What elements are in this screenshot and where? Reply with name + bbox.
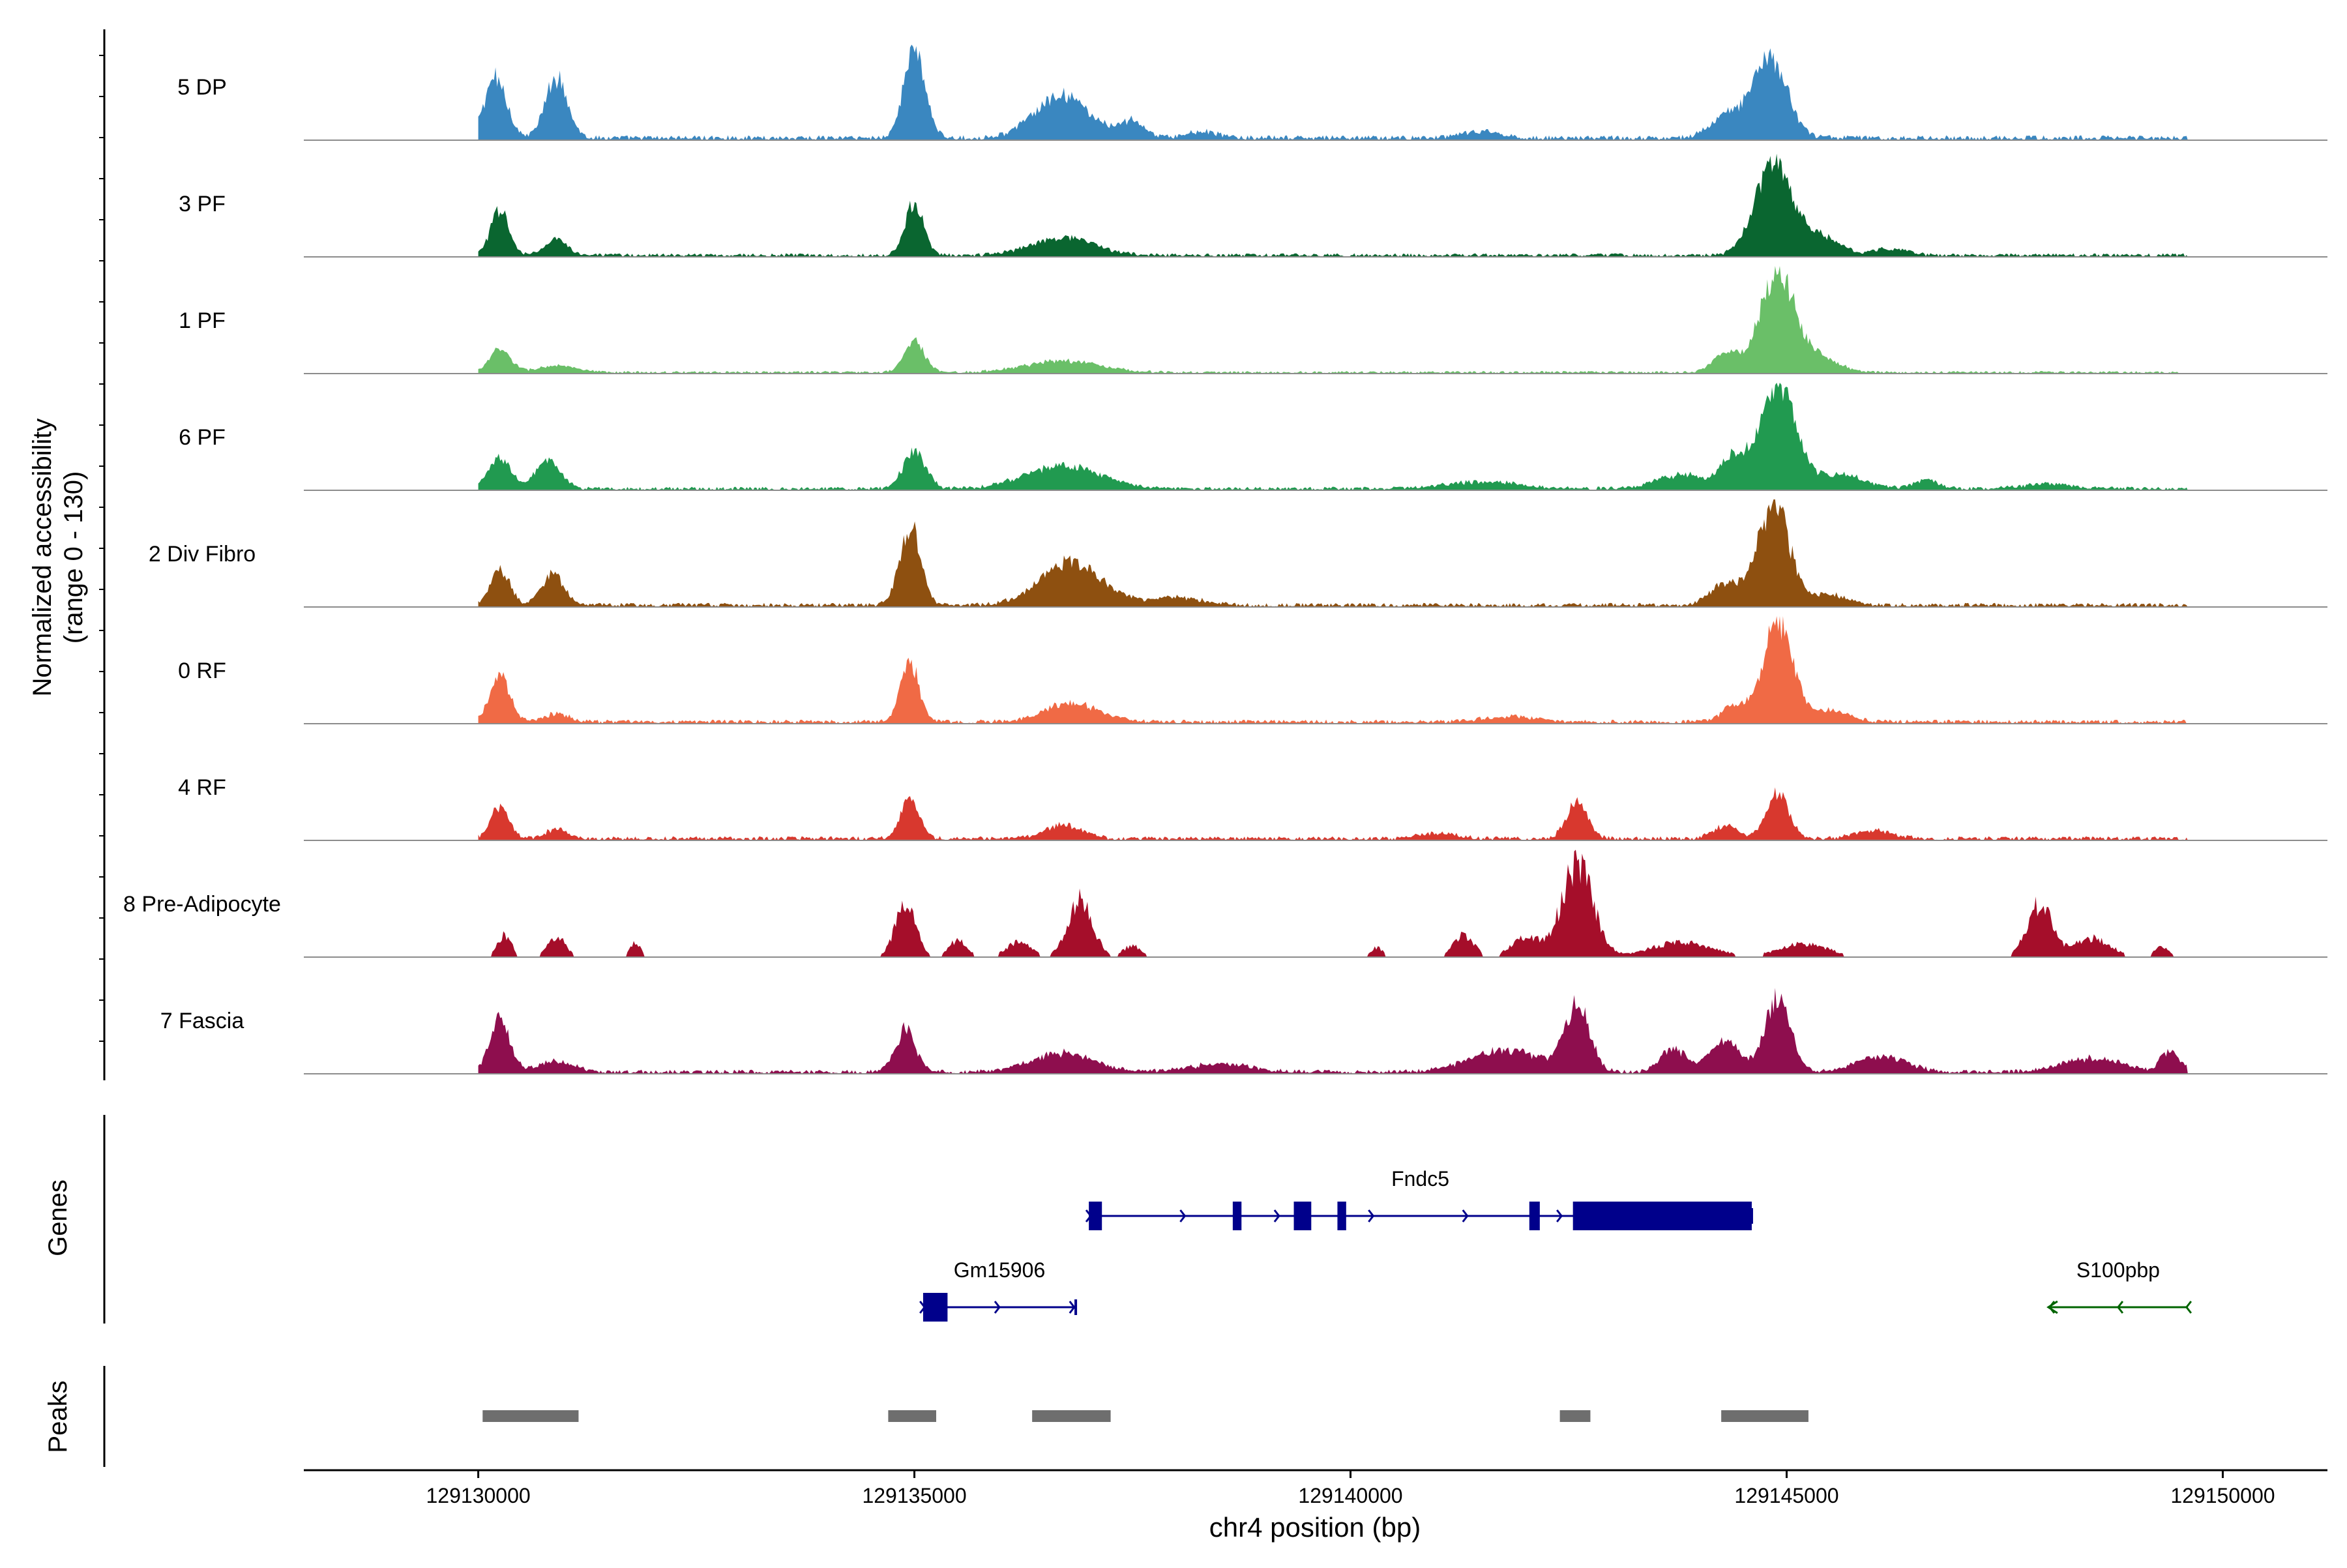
strand-arrow	[1368, 1209, 1375, 1222]
coverage-area	[478, 383, 2188, 490]
track-label: 0 RF	[178, 658, 226, 683]
x-axis-title: chr4 position (bp)	[1209, 1512, 1421, 1543]
track-label: 1 PF	[179, 308, 226, 333]
peaks-track-title: Peaks	[44, 1380, 72, 1453]
peak-region	[1721, 1410, 1808, 1422]
track-label: 4 RF	[178, 775, 226, 800]
strand-arrow	[2116, 1301, 2124, 1314]
peaks-track	[103, 1366, 1808, 1467]
coverage-area	[478, 787, 2188, 840]
gene-name-label: S100pbp	[2076, 1258, 2160, 1282]
x-tick-label: 129135000	[862, 1484, 966, 1507]
coverage-area	[478, 988, 2188, 1074]
gene-exon	[1529, 1202, 1540, 1230]
track-label: 6 PF	[179, 425, 226, 450]
genes-track-title: Genes	[44, 1179, 72, 1256]
coverage-track: 7 Fascia	[160, 988, 2327, 1074]
gene-name-label: Gm15906	[954, 1258, 1046, 1282]
strand-arrow	[2185, 1301, 2192, 1314]
peak-region	[1032, 1410, 1111, 1422]
coverage-area	[478, 499, 2188, 607]
gene-exon	[923, 1293, 948, 1322]
coverage-track: 3 PF	[179, 153, 2327, 258]
gene-model: S100pbp	[2046, 1258, 2192, 1314]
gene-exon	[1293, 1202, 1312, 1230]
x-tick-label: 129150000	[2170, 1484, 2275, 1507]
coverage-tracks: 5 DP 3 PF 1 PF 6 PF 2 Div Fibro 0 RF 4 RF 8 Pre…	[99, 29, 2327, 1080]
coverage-area	[478, 850, 2188, 957]
x-axis: 129130000 129135000 129140000 129145000 1291…	[304, 1469, 2327, 1507]
track-label: 5 DP	[177, 75, 227, 100]
track-label: 7 Fascia	[160, 1009, 244, 1033]
strand-arrow	[1273, 1209, 1280, 1222]
strand-arrow	[1179, 1209, 1187, 1222]
gene-exon	[1572, 1202, 1752, 1230]
gene-model: Gm15906	[919, 1258, 1078, 1322]
genes-track: Fndc5 Gm15906 S100pbp	[103, 1115, 2192, 1324]
coverage-area	[478, 153, 2188, 257]
coverage-area	[478, 616, 2188, 724]
coverage-track: 5 DP	[177, 44, 2327, 141]
y-axis-title-line1: Normalized accessibility	[28, 419, 57, 697]
strand-arrow	[2046, 1300, 2058, 1314]
strand-arrow	[1556, 1209, 1563, 1222]
gene-model: Fndc5	[1085, 1167, 1753, 1230]
y-axis-title-line2: (range 0 - 130)	[59, 471, 88, 644]
gene-exon	[1337, 1202, 1346, 1230]
coverage-track: 0 RF	[178, 616, 2327, 724]
x-tick-label: 129145000	[1734, 1484, 1838, 1507]
gene-name-label: Fndc5	[1391, 1167, 1449, 1191]
strand-arrow	[1462, 1209, 1469, 1222]
track-label: 3 PF	[179, 192, 226, 216]
gene-exon	[1089, 1202, 1102, 1230]
track-label: 8 Pre-Adipocyte	[123, 892, 281, 917]
coverage-area	[478, 266, 2188, 374]
track-label: 2 Div Fibro	[149, 542, 256, 567]
coverage-track: 6 PF	[179, 383, 2327, 491]
strand-arrow	[994, 1301, 1001, 1314]
coverage-track: 8 Pre-Adipocyte	[123, 850, 2327, 958]
coverage-area	[478, 44, 2188, 140]
x-tick-label: 129130000	[426, 1484, 531, 1507]
coverage-track: 1 PF	[179, 266, 2327, 374]
peak-region	[1559, 1410, 1591, 1422]
x-tick-label: 129140000	[1298, 1484, 1402, 1507]
coverage-track: 4 RF	[178, 775, 2327, 841]
strand-arrow	[1069, 1301, 1076, 1314]
peak-region	[888, 1410, 936, 1422]
coverage-track: 2 Div Fibro	[149, 499, 2327, 608]
peak-region	[482, 1410, 579, 1422]
gene-exon	[1232, 1202, 1242, 1230]
